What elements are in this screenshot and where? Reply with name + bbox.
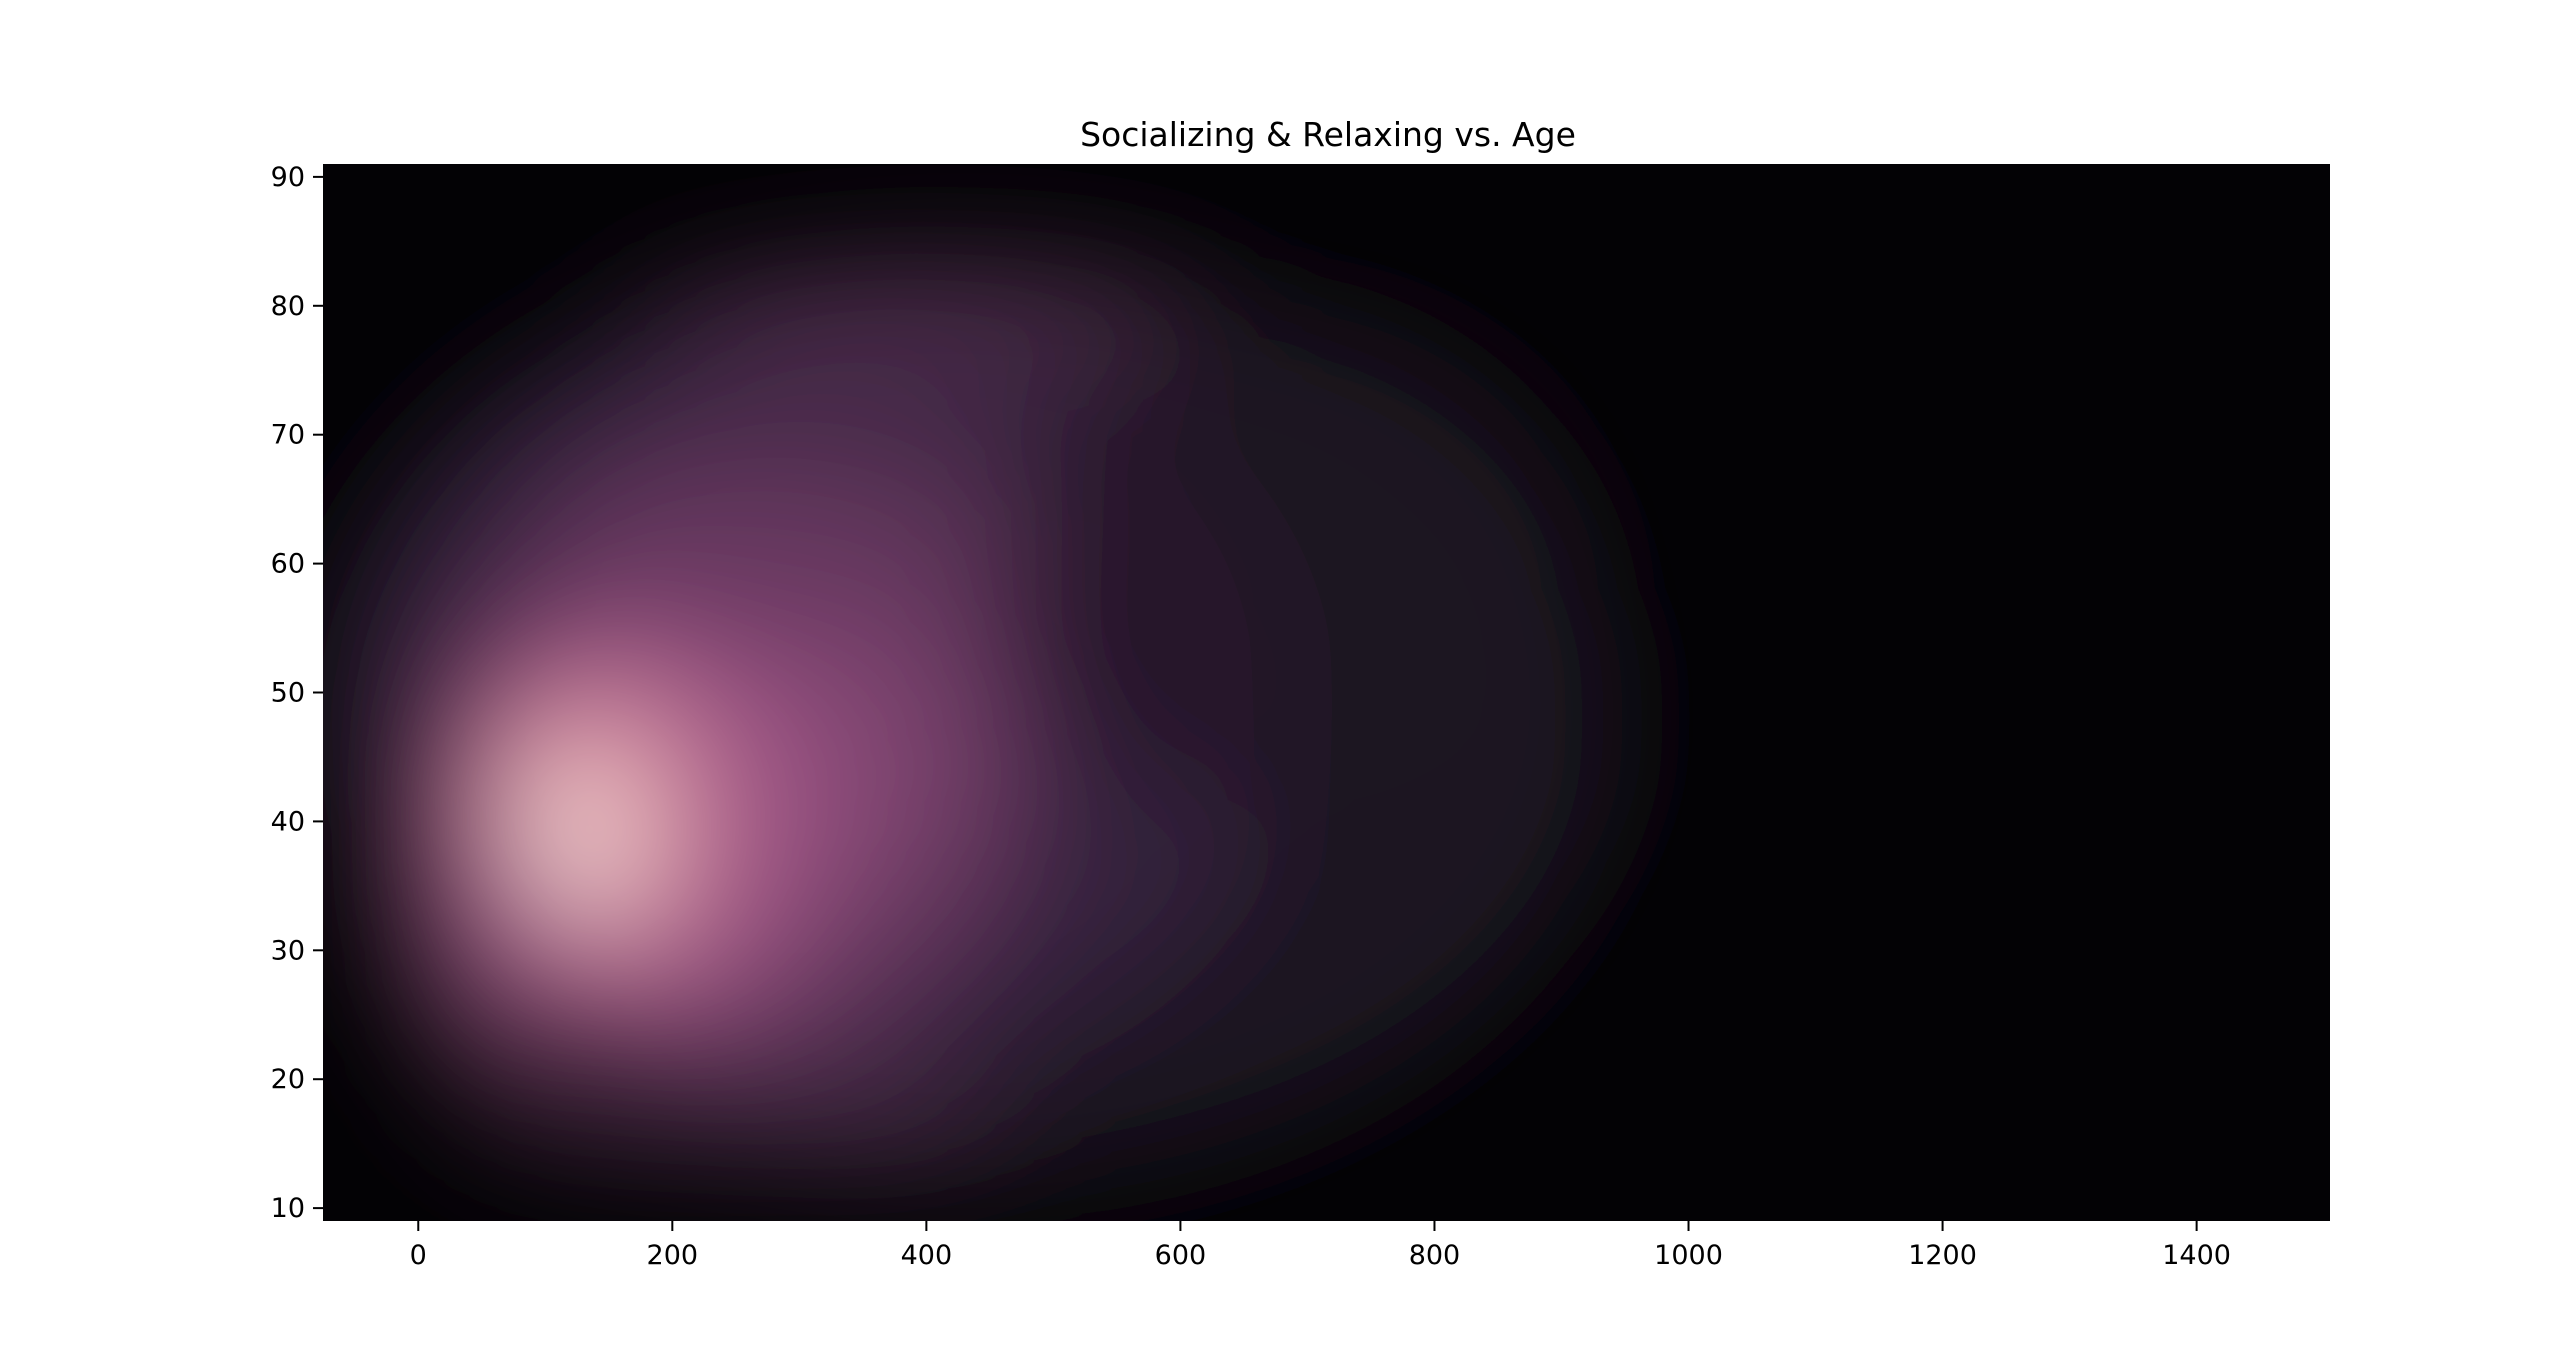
y-tick-label: 90: [271, 162, 305, 193]
x-tick-label: 400: [901, 1240, 953, 1271]
x-tick-label: 1400: [2162, 1240, 2231, 1271]
x-tick-label: 1000: [1654, 1240, 1723, 1271]
density-blob: [405, 821, 584, 1080]
y-tick-label: 80: [271, 291, 305, 322]
density-blob: [545, 421, 1054, 654]
density-blur-group: [323, 254, 1625, 1183]
y-axis: 10 20 30 40 50 60 70 80 90: [271, 162, 323, 1224]
x-tick-label: 800: [1409, 1240, 1461, 1271]
x-tick-label: 600: [1155, 1240, 1207, 1271]
y-tick-label: 10: [271, 1193, 305, 1224]
density-blob: [1015, 305, 1600, 822]
y-tick-label: 50: [271, 678, 305, 709]
x-tick-label: 0: [410, 1240, 427, 1271]
y-tick-label: 60: [271, 549, 305, 580]
density-blob: [456, 1079, 1016, 1157]
y-tick-label: 40: [271, 806, 305, 837]
x-axis: 0 200 400 600 800 1000 1200 1400: [410, 1221, 2231, 1271]
density-blob: [646, 273, 1206, 364]
chart-title: Socializing & Relaxing vs. Age: [1080, 115, 1576, 154]
x-tick-label: 1200: [1908, 1240, 1977, 1271]
x-tick-label: 200: [647, 1240, 699, 1271]
y-tick-label: 20: [271, 1064, 305, 1095]
density-blob: [723, 628, 952, 886]
y-tick-label: 30: [271, 935, 305, 966]
plot-area: [323, 164, 2330, 1221]
y-tick-label: 70: [271, 420, 305, 451]
density-layer: [323, 254, 1625, 1183]
